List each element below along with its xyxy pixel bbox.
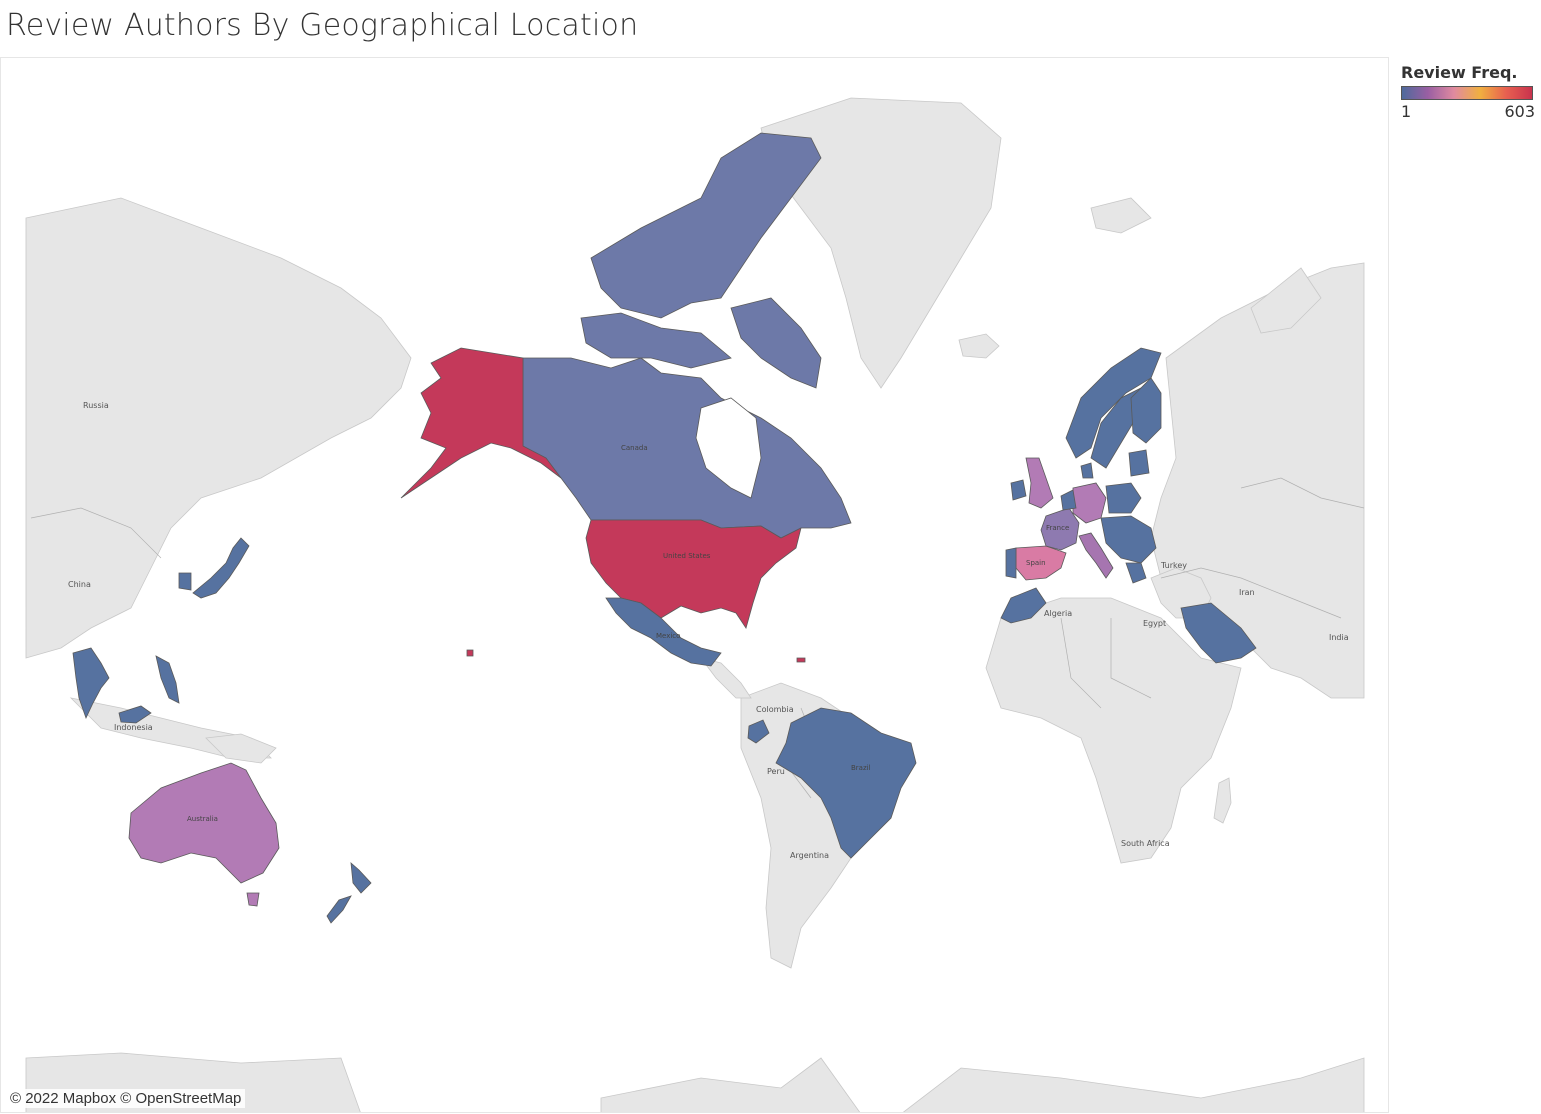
land-arctic-isles-2 [1250,267,1322,334]
country-saudi-arabia [1180,602,1257,664]
label-spain: Spain [1026,559,1046,567]
label-china: China [68,580,91,589]
country-australia [128,762,280,884]
map-labels: Russia China Indonesia Canada United Sta… [68,401,1349,860]
label-colombia: Colombia [756,705,794,714]
country-brazil [775,707,917,859]
country-hawaii [466,649,474,657]
label-egypt: Egypt [1143,619,1166,628]
country-new-zealand [350,862,372,894]
legend-min-label: 1 [1401,102,1412,121]
country-malaysia [118,705,152,724]
label-france: France [1046,524,1069,532]
land-madagascar [1213,777,1232,824]
land-antarctica-2 [600,1057,861,1112]
country-italy [1078,532,1114,579]
label-south-africa: South Africa [1121,839,1170,848]
label-indonesia: Indonesia [114,723,153,732]
map-attribution[interactable]: © 2022 Mapbox © OpenStreetMap [6,1089,246,1108]
country-japan [192,537,250,599]
country-greece [1125,562,1147,584]
country-united-states [585,519,802,629]
country-poland [1105,482,1142,514]
country-canada-arctic [590,132,822,319]
country-united-kingdom [1025,457,1054,509]
country-canada-arctic-2 [580,312,732,369]
land-africa [985,597,1242,864]
land-iceland [958,333,1000,359]
hudson-bay [695,397,762,499]
legend-title: Review Freq. [1401,63,1518,82]
label-brazil: Brazil [851,764,871,772]
label-canada: Canada [621,444,648,452]
country-philippines [155,655,180,704]
country-eastern-europe [1100,515,1157,564]
label-australia: Australia [187,815,218,823]
country-denmark [1080,462,1094,479]
country-morocco [1000,587,1047,624]
map-view[interactable]: Russia China Indonesia Canada United Sta… [0,57,1389,1113]
land-russia-asia [25,197,412,659]
country-germany [1072,482,1107,524]
country-finland [1130,377,1162,444]
label-argentina: Argentina [790,851,829,860]
country-puerto-rico [796,657,806,663]
land-central-america [700,657,752,699]
country-south-korea [178,572,192,591]
land-antarctica-3 [902,1057,1365,1112]
country-new-zealand-south [326,895,352,924]
label-algeria: Algeria [1044,609,1072,618]
country-france [1040,507,1080,551]
legend-range: 1 603 [1401,102,1535,121]
country-tasmania [246,892,260,907]
color-legend[interactable]: Review Freq. 1 603 [1401,63,1537,121]
country-benelux [1060,489,1077,511]
label-russia: Russia [83,401,109,410]
page-title: Review Authors By Geographical Location [6,8,639,43]
label-united-states: United States [663,552,711,560]
world-map[interactable]: Russia China Indonesia Canada United Sta… [1,58,1389,1113]
country-baltics [1128,449,1150,477]
label-peru: Peru [767,767,785,776]
country-ecuador [747,719,770,744]
country-portugal [1005,547,1017,579]
land-new-guinea [205,733,277,764]
country-ireland [1010,479,1027,501]
country-canada [522,357,852,539]
country-alaska [400,347,562,499]
land-arctic-isles [1090,197,1152,234]
highlighted-countries [72,132,1257,924]
label-iran: Iran [1239,588,1255,597]
legend-gradient [1401,86,1533,100]
country-canada-baffin [730,297,822,389]
land-greenland [760,97,1002,389]
label-india: India [1329,633,1349,642]
country-thailand [72,647,110,720]
label-turkey: Turkey [1160,561,1187,570]
label-mexico: Mexico [656,632,680,640]
legend-max-label: 603 [1504,102,1535,121]
country-mexico [605,597,722,667]
